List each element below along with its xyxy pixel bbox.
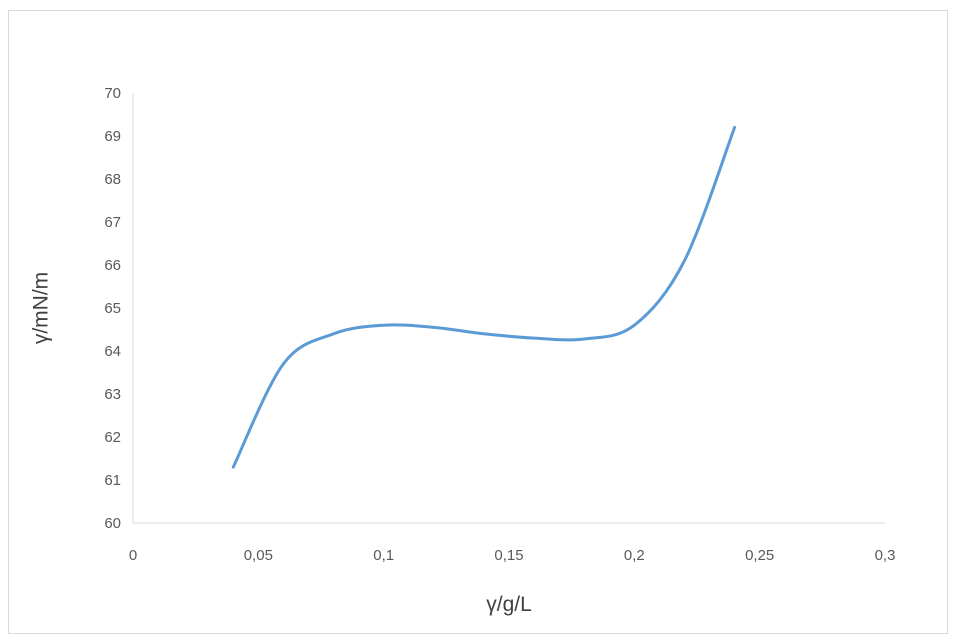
x-tick-labels: 0 0,05 0,1 0,15 0,2 0,25 0,3	[129, 547, 896, 564]
y-tick-labels: 60 61 62 63 64 65 66 67 68 69 70	[104, 85, 121, 532]
x-tick-label: 0,2	[624, 547, 645, 564]
y-tick-label: 66	[104, 257, 121, 274]
x-tick-label: 0,1	[373, 547, 394, 564]
x-tick-label: 0	[129, 547, 137, 564]
chart-frame	[8, 10, 948, 634]
y-tick-label: 67	[104, 214, 121, 231]
y-axis-title: γ/mN/m	[29, 272, 52, 344]
y-tick-label: 64	[104, 343, 121, 360]
y-tick-label: 62	[104, 429, 121, 446]
y-tick-label: 68	[104, 171, 121, 188]
y-tick-label: 63	[104, 386, 121, 403]
axes	[132, 93, 885, 524]
x-tick-label: 0,05	[244, 547, 273, 564]
x-axis-title: γ/g/L	[486, 593, 532, 616]
x-tick-label: 0,15	[494, 547, 523, 564]
y-tick-label: 69	[104, 128, 121, 145]
series-layer	[231, 125, 737, 469]
series-line	[231, 125, 737, 469]
x-tick-label: 0,25	[745, 547, 774, 564]
x-tick-label: 0,3	[875, 547, 896, 564]
y-tick-label: 70	[104, 85, 121, 102]
y-tick-label: 61	[104, 472, 121, 489]
y-tick-label: 65	[104, 300, 121, 317]
y-tick-label: 60	[104, 515, 121, 532]
